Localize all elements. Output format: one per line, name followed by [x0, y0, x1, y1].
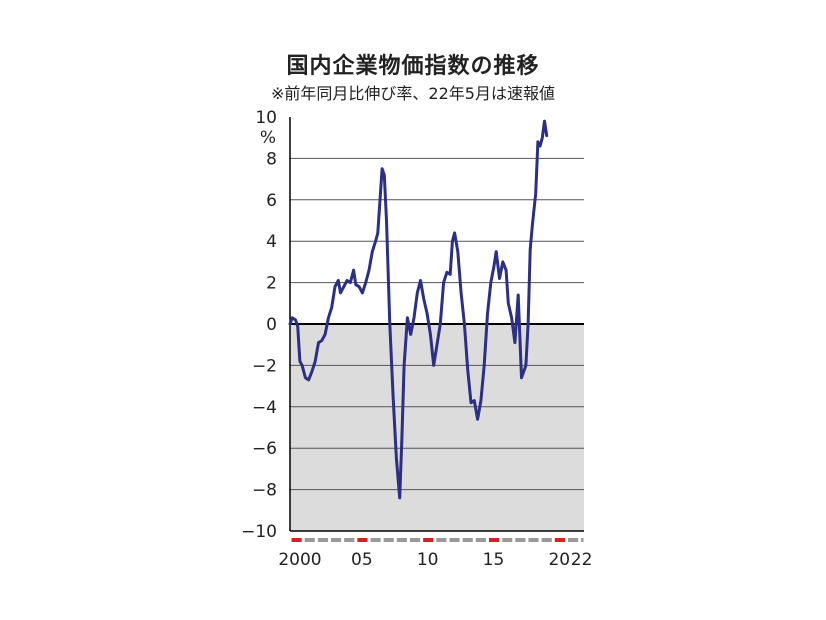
y-tick-label: −8 — [252, 481, 277, 501]
timeline-year-segment — [330, 538, 342, 542]
x-tick-label: 2000 — [278, 550, 321, 570]
timeline-year-segment — [475, 538, 486, 542]
y-tick-label: −10 — [241, 522, 277, 542]
negative-area — [290, 324, 584, 531]
y-tick-label: 0 — [266, 315, 277, 335]
y-tick-label: 4 — [266, 232, 277, 252]
timeline-year-segment — [291, 538, 302, 542]
timeline-year-segment — [541, 538, 552, 542]
timeline-year-segment — [581, 538, 584, 542]
timeline-year-segment — [396, 538, 407, 542]
y-tick-label: 2 — [266, 274, 277, 294]
timeline-year-segment — [462, 538, 473, 542]
y-tick-label: −6 — [252, 439, 277, 459]
y-tick-label: 10 — [255, 108, 277, 128]
timeline-year-segment — [383, 538, 394, 542]
timeline-year-segment — [515, 538, 526, 542]
timeline-year-segment — [436, 538, 447, 542]
y-tick-label: 8 — [266, 149, 277, 169]
timeline-year-segment — [409, 538, 421, 542]
y-axis-unit: % — [260, 128, 276, 148]
timeline-year-segment — [502, 538, 513, 542]
x-tick-label: 15 — [483, 550, 505, 570]
timeline-year-segment — [528, 538, 539, 542]
chart-subtitle: ※前年同月比伸び率、22年5月は速報値 — [271, 84, 555, 103]
x-tick-label: 22 — [571, 550, 593, 570]
x-tick-label: 10 — [417, 550, 439, 570]
timeline-year-segment — [423, 538, 434, 542]
chart-title: 国内企業物価指数の推移 — [286, 54, 540, 79]
timeline-year-segment — [344, 538, 355, 542]
x-tick-label: 05 — [351, 550, 373, 570]
timeline-year-segment — [449, 538, 460, 542]
y-tick-label: −4 — [252, 398, 277, 418]
timeline-year-segment — [370, 538, 381, 542]
timeline-year-segment — [317, 538, 328, 542]
timeline-year-segment — [567, 538, 579, 542]
y-tick-label: −2 — [252, 356, 277, 376]
timeline-year-segment — [488, 538, 500, 542]
timeline-year-segment — [304, 538, 315, 542]
series-line — [288, 119, 549, 500]
timeline-year-segment — [357, 538, 368, 542]
x-tick-label: 20 — [548, 550, 570, 570]
y-tick-label: 6 — [266, 191, 277, 211]
timeline-year-segment — [554, 538, 565, 542]
